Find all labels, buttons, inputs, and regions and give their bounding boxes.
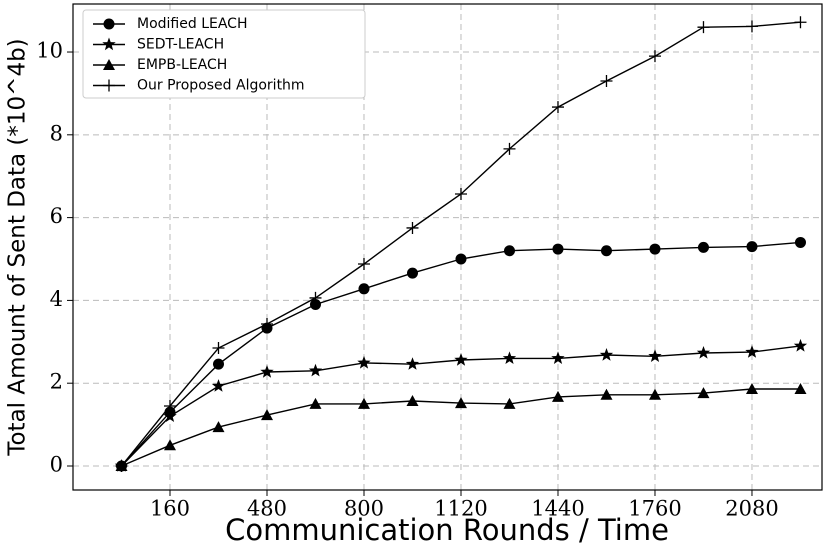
- marker: [697, 21, 710, 34]
- marker: [309, 397, 322, 409]
- marker: [406, 394, 419, 406]
- y-tick-label: 8: [50, 121, 63, 145]
- x-tick-label: 160: [150, 497, 190, 521]
- marker: [406, 267, 418, 279]
- y-tick-label: 2: [50, 370, 63, 394]
- plot-frame: [72, 3, 823, 491]
- marker: [357, 257, 370, 270]
- marker: [551, 351, 565, 364]
- marker: [502, 351, 517, 364]
- marker: [260, 365, 274, 378]
- marker: [551, 101, 564, 114]
- marker: [745, 345, 759, 358]
- marker: [745, 20, 758, 33]
- marker: [648, 388, 661, 400]
- marker: [406, 221, 419, 234]
- y-axis-label: Total Amount of Sent Data (*10^4b): [5, 38, 31, 456]
- marker: [308, 363, 323, 377]
- x-axis-label: Communication Rounds / Time: [225, 513, 669, 547]
- marker: [405, 357, 420, 370]
- marker: [309, 299, 321, 311]
- marker: [746, 241, 758, 253]
- marker: [103, 79, 115, 92]
- marker: [697, 387, 710, 399]
- marker: [454, 397, 467, 409]
- marker: [794, 382, 807, 394]
- marker: [503, 142, 516, 155]
- y-tick-label: 6: [50, 204, 63, 228]
- marker: [599, 348, 614, 361]
- marker: [163, 399, 176, 412]
- x-tick-label: 2080: [725, 497, 778, 521]
- legend-label: EMPB-LEACH: [137, 57, 227, 73]
- marker: [357, 397, 370, 409]
- marker: [503, 245, 515, 257]
- marker: [454, 353, 468, 366]
- y-tick-label: 4: [50, 287, 63, 311]
- marker: [454, 188, 467, 201]
- marker: [648, 50, 661, 63]
- marker: [212, 358, 224, 370]
- y-tick-label: 0: [50, 452, 63, 476]
- marker: [211, 379, 226, 392]
- marker: [212, 342, 225, 355]
- marker: [649, 243, 661, 255]
- marker: [648, 349, 662, 362]
- marker: [260, 317, 273, 330]
- marker: [696, 346, 711, 359]
- marker: [260, 409, 273, 421]
- legend-label: SEDT-LEACH: [137, 37, 224, 53]
- marker: [745, 382, 758, 394]
- marker: [103, 59, 115, 70]
- x-tick-label: 1120: [434, 497, 487, 521]
- x-tick-label: 480: [247, 497, 287, 521]
- marker: [163, 439, 176, 451]
- y-tick-label: 10: [36, 39, 63, 63]
- marker: [600, 74, 613, 87]
- marker: [600, 245, 612, 257]
- marker: [600, 388, 613, 400]
- marker: [163, 409, 177, 422]
- x-tick-label: 800: [344, 497, 384, 521]
- legend-box: [82, 9, 366, 99]
- marker: [794, 16, 807, 29]
- marker: [551, 390, 564, 402]
- marker: [552, 243, 564, 255]
- legend-label: Our Proposed Algorithm: [137, 78, 305, 94]
- marker: [115, 459, 128, 472]
- marker: [212, 421, 225, 433]
- legend-label: Modified LEACH: [137, 16, 247, 32]
- marker: [793, 338, 808, 352]
- marker: [357, 355, 371, 369]
- marker: [103, 18, 115, 30]
- x-tick-label: 1760: [628, 497, 681, 521]
- x-tick-label: 1440: [531, 497, 584, 521]
- marker: [102, 37, 116, 51]
- marker: [794, 236, 806, 248]
- marker: [455, 253, 467, 265]
- marker: [697, 241, 709, 253]
- marker: [358, 283, 370, 295]
- marker: [503, 397, 516, 409]
- marker: [309, 291, 322, 304]
